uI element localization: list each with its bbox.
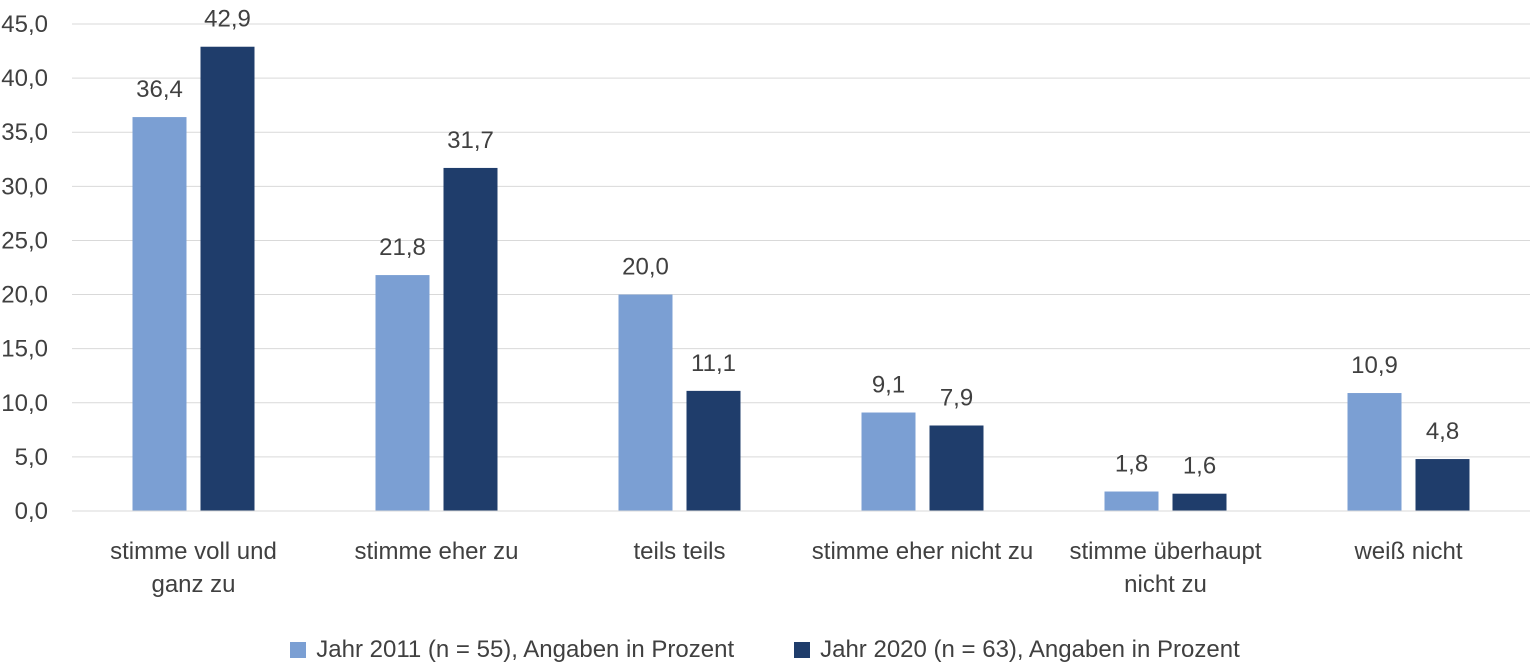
y-tick-label: 30,0 xyxy=(1,173,48,200)
bar xyxy=(1415,459,1470,511)
data-label: 9,1 xyxy=(872,372,905,399)
bar xyxy=(375,275,430,511)
legend-swatch-2011 xyxy=(290,642,307,658)
x-tick-label: teils teils xyxy=(633,538,725,565)
y-tick-label: 15,0 xyxy=(1,336,48,363)
y-tick-label: 40,0 xyxy=(1,65,48,92)
x-tick-label: weiß nicht xyxy=(1353,538,1462,565)
x-tick-label: stimme eher nicht zu xyxy=(812,538,1033,565)
x-tick-label: nicht zu xyxy=(1124,571,1207,598)
y-tick-label: 20,0 xyxy=(1,282,48,309)
bar xyxy=(443,167,498,512)
x-tick-label: stimme voll und xyxy=(110,538,277,565)
bar xyxy=(132,117,187,512)
data-label: 1,8 xyxy=(1115,451,1148,478)
legend-label-2020: Jahr 2020 (n = 63), Angaben in Prozent xyxy=(820,636,1240,663)
y-tick-label: 5,0 xyxy=(15,444,48,471)
data-label: 4,8 xyxy=(1426,418,1459,445)
bar xyxy=(200,46,255,512)
y-tick-label: 35,0 xyxy=(1,119,48,146)
y-tick-label: 45,0 xyxy=(1,11,48,38)
data-label: 42,9 xyxy=(204,6,251,33)
data-label: 21,8 xyxy=(379,234,426,261)
data-label: 11,1 xyxy=(691,350,736,377)
data-label: 7,9 xyxy=(940,385,973,412)
bar xyxy=(1104,491,1159,511)
data-label: 31,7 xyxy=(447,127,494,154)
y-tick-label: 10,0 xyxy=(1,390,48,417)
bar xyxy=(686,390,741,511)
x-tick-label: stimme eher zu xyxy=(354,538,518,565)
legend-item-2011: Jahr 2011 (n = 55), Angaben in Prozent xyxy=(290,636,734,664)
x-tick-label: ganz zu xyxy=(151,571,235,598)
y-tick-label: 0,0 xyxy=(15,498,48,525)
x-tick-label: stimme überhaupt xyxy=(1069,538,1261,565)
data-label: 10,9 xyxy=(1351,352,1398,379)
legend-item-2020: Jahr 2020 (n = 63), Angaben in Prozent xyxy=(794,636,1240,664)
y-tick-label: 25,0 xyxy=(1,227,48,254)
bar xyxy=(1172,493,1227,511)
legend: Jahr 2011 (n = 55), Angaben in Prozent J… xyxy=(0,636,1530,664)
bar xyxy=(618,294,673,511)
legend-label-2011: Jahr 2011 (n = 55), Angaben in Prozent xyxy=(316,636,735,663)
bar xyxy=(1347,393,1402,511)
bar-chart: 0,0 5,0 10,0 15,0 20,0 25,0 30,0 35,0 40,0 45,0 36… xyxy=(1,6,1530,598)
data-label: 36,4 xyxy=(136,76,183,103)
bar xyxy=(929,425,984,511)
legend-swatch-2020 xyxy=(794,642,811,658)
data-label: 20,0 xyxy=(622,254,669,281)
bar xyxy=(861,412,916,511)
data-label: 1,6 xyxy=(1183,453,1216,480)
